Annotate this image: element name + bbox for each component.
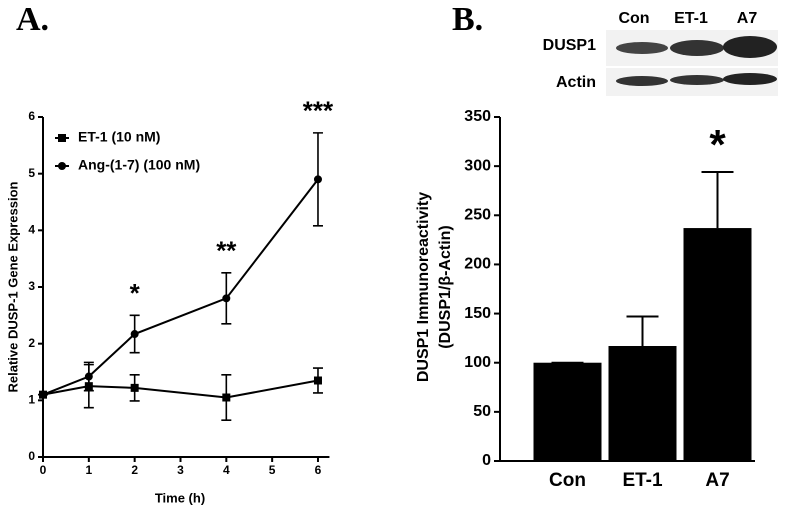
significance-label: * (130, 278, 141, 308)
y-tick-label: 1 (28, 393, 35, 407)
y-tick-label: 2 (28, 336, 35, 350)
panel-label: A. (16, 1, 49, 38)
marker (39, 390, 47, 399)
bar (608, 346, 677, 461)
legend-label: ET-1 (10 nM) (78, 129, 160, 145)
x-tick-label: 2 (131, 463, 138, 477)
western-blot (606, 30, 778, 96)
legend-marker (58, 134, 66, 142)
blot-lane-label: ET-1 (674, 10, 708, 27)
y-tick-label: 300 (464, 157, 491, 174)
y-tick-label: 4 (28, 223, 35, 237)
x-tick-label: 5 (269, 463, 276, 477)
marker (222, 294, 231, 303)
marker (313, 175, 322, 184)
legend-marker (58, 162, 66, 170)
x-tick-label: 0 (40, 463, 47, 477)
x-tick-label: ET-1 (622, 470, 663, 491)
bar (533, 362, 602, 461)
marker (313, 376, 322, 385)
significance-label: * (709, 121, 726, 168)
series-line (42, 379, 319, 399)
legend-label: Ang-(1-7) (100 nM) (78, 157, 200, 173)
blot-row-label: Actin (556, 74, 596, 91)
x-axis-label: Time (h) (155, 490, 205, 505)
y-tick-label: 350 (464, 108, 491, 125)
blot-lane-label: A7 (737, 10, 758, 27)
x-tick-label: 6 (315, 463, 322, 477)
significance-label: *** (303, 96, 334, 126)
significance-label: ** (216, 236, 237, 266)
y-tick-label: 50 (473, 403, 491, 420)
y-tick-label: 0 (28, 449, 35, 463)
x-tick-label: 1 (85, 463, 92, 477)
y-tick-label: 150 (464, 305, 491, 322)
y-tick-label: 200 (464, 256, 491, 273)
panel-label: B. (452, 1, 483, 38)
marker (130, 383, 139, 392)
x-tick-label: A7 (705, 470, 729, 491)
y-tick-label: 100 (464, 354, 491, 371)
y-axis-label: Relative DUSP-1 Gene Expression (5, 181, 20, 392)
x-tick-label: 4 (223, 463, 230, 477)
y-tick-label: 5 (28, 166, 35, 180)
y-tick-label: 3 (28, 279, 35, 293)
marker (222, 393, 231, 402)
y-axis-label: DUSP1 Immunoreactivity (415, 192, 432, 382)
x-tick-label: Con (549, 470, 586, 491)
y-tick-label: 0 (482, 452, 491, 469)
y-axis-label: (DUSP1/β-Actin) (437, 225, 454, 349)
x-tick-label: 3 (177, 463, 184, 477)
marker (84, 372, 93, 381)
y-tick-label: 6 (28, 109, 35, 123)
blot-row-label: DUSP1 (543, 37, 596, 54)
marker (130, 330, 139, 339)
bar (683, 228, 752, 461)
blot-lane-label: Con (618, 10, 649, 27)
y-tick-label: 250 (464, 207, 491, 224)
